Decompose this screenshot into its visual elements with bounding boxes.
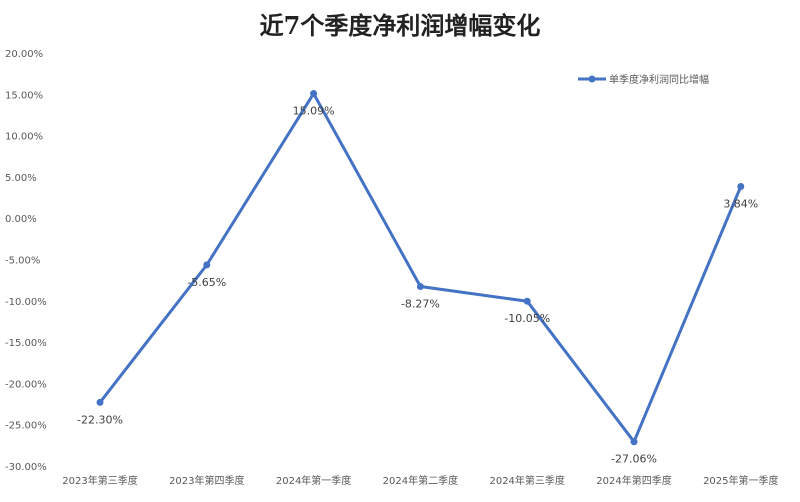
y-tick-label: -25.00% [5, 421, 47, 432]
y-tick-label: 10.00% [5, 132, 43, 143]
series-line [98, 92, 743, 444]
y-tick-label: -5.00% [5, 256, 40, 267]
data-point [203, 261, 211, 269]
y-tick-label: -20.00% [5, 379, 47, 390]
data-point [523, 297, 531, 305]
y-tick-label: -15.00% [5, 338, 47, 349]
y-tick-label: 0.00% [5, 214, 37, 225]
x-tick-label: 2023年第四季度 [169, 474, 244, 487]
x-tick-label: 2024年第一季度 [276, 474, 351, 487]
chart-title: 近7个季度净利润增幅变化 [259, 11, 541, 40]
y-tick-label: -10.00% [5, 297, 47, 308]
y-tick-label: -30.00% [5, 462, 47, 473]
data-point [416, 283, 424, 291]
x-tick-label: 2024年第二季度 [383, 474, 458, 487]
data-point [630, 438, 638, 446]
data-label: -10.05% [504, 312, 550, 325]
data-point [96, 398, 104, 406]
data-point [310, 90, 318, 98]
legend-label: 单季度净利润同比增幅 [609, 73, 709, 86]
legend-marker [588, 75, 596, 83]
data-label: -22.30% [77, 413, 123, 426]
x-tick-label: 2025年第一季度 [703, 474, 778, 487]
data-label: 15.09% [293, 105, 335, 118]
x-tick-label: 2024年第四季度 [596, 474, 671, 487]
x-tick-label: 2023年第三季度 [62, 474, 137, 487]
data-label: -8.27% [401, 298, 440, 311]
data-label: -5.65% [187, 276, 226, 289]
data-label: -27.06% [611, 453, 657, 466]
y-tick-label: 5.00% [5, 173, 37, 184]
data-point [737, 182, 745, 190]
x-tick-label: 2024年第三季度 [489, 474, 564, 487]
y-tick-label: 15.00% [5, 90, 43, 101]
data-label: 3.84% [723, 197, 758, 210]
y-tick-label: 20.00% [5, 49, 43, 60]
